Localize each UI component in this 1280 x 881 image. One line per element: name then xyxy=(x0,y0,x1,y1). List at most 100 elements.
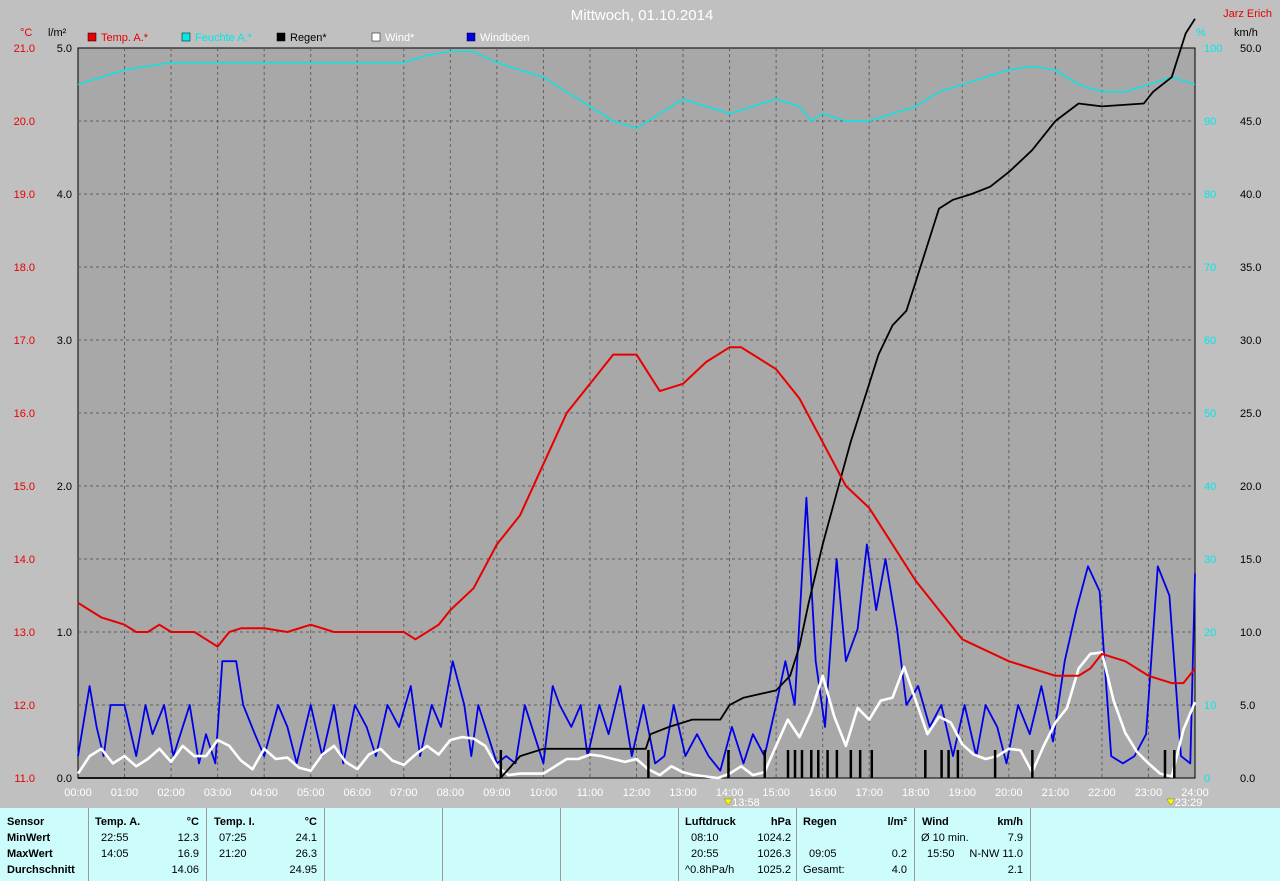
series-windboeen xyxy=(77,496,1196,772)
humidity-tick-label: 60 xyxy=(1204,335,1216,347)
time-tick-label: 18:00 xyxy=(902,787,930,799)
col-sensor: Sensor MinWert MaxWert Durchschnitt xyxy=(0,808,88,881)
wind-tick-label: 30.0 xyxy=(1240,335,1261,347)
wind-tick-label: 15.0 xyxy=(1240,554,1261,566)
marker-icon xyxy=(1166,798,1176,806)
time-tick-label: 03:00 xyxy=(204,787,232,799)
legend-label: Wind* xyxy=(385,32,415,44)
humidity-tick-label: 20 xyxy=(1204,627,1216,639)
row-label-max: MaxWert xyxy=(7,848,53,860)
temp-a-max-time: 14:05 xyxy=(101,848,129,860)
temp-axis-ticks: 11.0 12.0 13.0 14.0 15.0 16.0 17.0 18.0 19.0 20.0… xyxy=(14,43,35,785)
rain-event-bar xyxy=(1031,750,1034,778)
time-tick-label: 20:00 xyxy=(995,787,1023,799)
col-empty-3 xyxy=(560,808,679,881)
humidity-tick-label: 70 xyxy=(1204,262,1216,274)
pressure-unit: hPa xyxy=(770,816,791,828)
humidity-tick-label: 0 xyxy=(1204,773,1210,785)
wind-unit-label: km/h xyxy=(1234,27,1258,39)
temp-a-avg: 14.06 xyxy=(171,864,199,876)
rain-event-bar xyxy=(835,750,839,778)
series-feuchte xyxy=(77,50,1196,130)
rain-total-label: Gesamt: xyxy=(803,864,845,876)
series-regen xyxy=(78,18,1196,779)
temp-i-avg: 24.95 xyxy=(289,864,317,876)
humidity-tick-label: 90 xyxy=(1204,116,1216,128)
temp-tick-label: 13.0 xyxy=(14,627,35,639)
time-tick-label: 01:00 xyxy=(111,787,139,799)
legend-label: Windböen xyxy=(480,32,530,44)
rain-tick-label: 1.0 xyxy=(57,627,72,639)
legend-label: Regen* xyxy=(290,32,327,44)
chart-title: Mittwoch, 01.10.2014 xyxy=(571,7,714,24)
legend-label: Temp. A.* xyxy=(101,32,149,44)
weather-chart: Mittwoch, 01.10.2014 Jarz Erich °C l/m² … xyxy=(13,7,1272,808)
wind-max-time: 15:50 xyxy=(927,848,955,860)
rain-event-bar xyxy=(727,750,730,778)
wind-axis-ticks: 0.0 5.0 10.0 15.0 20.0 25.0 30.0 35.0 40.0 45.0 50… xyxy=(1240,43,1261,785)
legend-swatch xyxy=(276,32,286,42)
temp-a-title: Temp. A. xyxy=(95,816,141,828)
humidity-tick-label: 50 xyxy=(1204,408,1216,420)
time-tick-label: 15:00 xyxy=(762,787,790,799)
rain-event-bar xyxy=(849,750,853,778)
wind-tick-label: 40.0 xyxy=(1240,189,1261,201)
col-wind: Wind km/h Ø 10 min. 7.9 15:50 N-NW 11.0 … xyxy=(914,808,1031,881)
time-tick-label: 21:00 xyxy=(1042,787,1070,799)
temp-i-max: 26.3 xyxy=(295,848,317,860)
temp-tick-label: 17.0 xyxy=(14,335,35,347)
rain-event-bar xyxy=(800,750,804,778)
legend-swatch xyxy=(371,32,381,42)
pressure-title: Luftdruck xyxy=(685,816,736,828)
col-temp-i: Temp. I. °C 07:25 24.1 21:20 26.3 24.95 xyxy=(206,808,325,881)
rain-event-bar xyxy=(1173,750,1176,778)
rain-unit-label: l/m² xyxy=(48,27,67,39)
rain-tick-label: 3.0 xyxy=(57,335,72,347)
pressure-min-time: 08:10 xyxy=(691,832,719,844)
legend: Temp. A.* Feuchte A.* Regen* Wind* Windböen xyxy=(87,32,530,44)
time-tick-label: 22:00 xyxy=(1088,787,1116,799)
marker-label: 13:58 xyxy=(732,797,760,808)
temp-i-unit: °C xyxy=(304,816,317,828)
row-label-avg: Durchschnitt xyxy=(7,864,75,876)
rain-event-bar xyxy=(993,750,997,778)
wind-tick-label: 25.0 xyxy=(1240,408,1261,420)
wind-tick-label: 5.0 xyxy=(1240,700,1255,712)
temp-tick-label: 14.0 xyxy=(14,554,35,566)
time-tick-label: 05:00 xyxy=(297,787,325,799)
legend-swatch xyxy=(87,32,97,42)
col-pressure: Luftdruck hPa 08:10 1024.2 20:55 1026.3 … xyxy=(678,808,797,881)
temp-a-max: 16.9 xyxy=(177,848,199,860)
rain-event-bar xyxy=(1163,750,1167,778)
humidity-tick-label: 80 xyxy=(1204,189,1216,201)
wind-max: N-NW 11.0 xyxy=(969,848,1023,860)
time-tick-label: 04:00 xyxy=(250,787,278,799)
rain-event-bar xyxy=(817,750,820,778)
rain-event-bar xyxy=(940,750,943,778)
series-wind xyxy=(76,651,1197,780)
row-label-min: MinWert xyxy=(7,832,51,844)
series-temp xyxy=(77,346,1196,685)
rain-tick-label: 5.0 xyxy=(57,43,72,55)
pressure-max: 1026.3 xyxy=(757,848,791,860)
temp-i-max-time: 21:20 xyxy=(219,848,247,860)
humidity-tick-label: 10 xyxy=(1204,700,1216,712)
wind-title: Wind xyxy=(922,816,949,828)
time-markers: 13:58 23:29 xyxy=(723,797,1202,808)
time-tick-label: 24:00 xyxy=(1181,787,1209,799)
temp-tick-label: 18.0 xyxy=(14,262,35,274)
rain-tick-label: 0.0 xyxy=(57,773,72,785)
rain-event-bar xyxy=(793,750,797,778)
wind-unit: km/h xyxy=(997,816,1023,828)
pressure-avg: 1025.2 xyxy=(757,864,791,876)
col-empty-1 xyxy=(324,808,443,881)
rain-event-bar xyxy=(499,750,503,778)
temp-tick-label: 19.0 xyxy=(14,189,35,201)
temp-a-unit: °C xyxy=(186,816,199,828)
temp-a-min: 12.3 xyxy=(177,832,199,844)
legend-label: Feuchte A.* xyxy=(195,32,253,44)
wind-avg-label: Ø 10 min. xyxy=(921,832,969,844)
humidity-unit-label: % xyxy=(1196,27,1206,39)
rain-max: 0.2 xyxy=(891,848,907,860)
rain-event-bar xyxy=(870,750,874,778)
